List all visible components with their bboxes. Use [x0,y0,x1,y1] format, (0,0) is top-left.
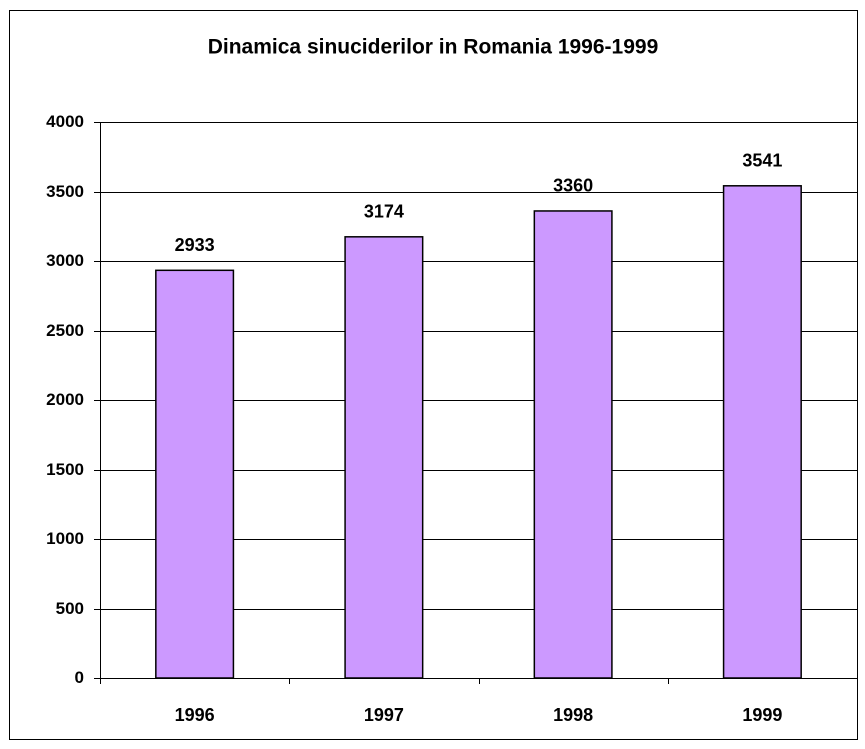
chart-title: Dinamica sinuciderilor in Romania 1996-1… [208,36,659,59]
data-label: 3541 [742,151,782,171]
y-tick-label: 2000 [46,390,84,409]
bar [533,210,613,679]
y-tick-label: 2500 [46,321,84,340]
bar [722,185,802,679]
y-tick-label: 1000 [46,529,84,548]
x-tick-label: 1997 [364,705,404,725]
data-label: 3174 [364,202,404,222]
y-tick-label: 1500 [46,460,84,479]
bar [155,269,235,679]
y-tick-label: 3000 [46,251,84,270]
chart-frame [9,10,858,740]
bar [344,236,424,679]
y-tick-label: 500 [56,599,84,618]
y-tick-label: 4000 [46,112,84,131]
x-tick-label: 1998 [553,705,593,725]
x-tick-label: 1999 [742,705,782,725]
data-label: 2933 [175,235,215,255]
data-label: 3360 [553,176,593,196]
x-tick-label: 1996 [175,705,215,725]
y-tick-label: 3500 [46,182,84,201]
y-tick-label: 0 [75,668,84,687]
